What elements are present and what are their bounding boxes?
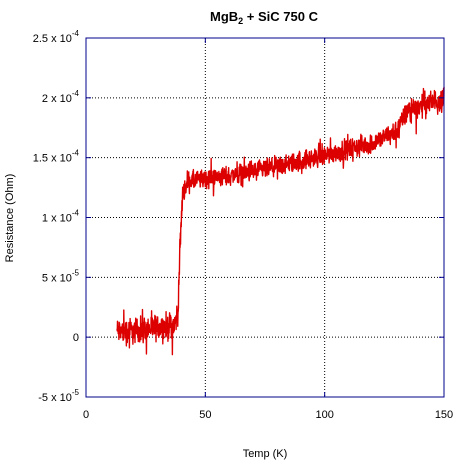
y-tick-label: 1 x 10-4 xyxy=(42,209,80,225)
x-tick-label: 100 xyxy=(315,409,333,421)
series-layer xyxy=(116,86,445,356)
resistance-series-line xyxy=(116,86,445,356)
y-tick-label: 2 x 10-4 xyxy=(42,89,80,105)
plot-area xyxy=(86,38,444,397)
chart-title: MgB2 + SiC 750 C xyxy=(210,9,319,26)
y-tick-label: 2.5 x 10-4 xyxy=(33,29,80,45)
y-tick-label: 5 x 10-5 xyxy=(42,268,80,284)
x-tick-label: 150 xyxy=(435,409,453,421)
y-tick-labels: 2.5 x 10-4 2 x 10-4 1.5 x 10-4 1 x 10-4 5 x … xyxy=(33,29,80,404)
chart-title-subscript: 2 xyxy=(238,16,243,26)
x-axis-label: Temp (K) xyxy=(243,448,288,460)
x-tick-labels: 0 50 100 150 xyxy=(83,409,453,421)
x-tick-label: 50 xyxy=(199,409,211,421)
chart-title-rest: + SiC 750 C xyxy=(243,9,318,24)
y-axis-label: Resistance (Ohm) xyxy=(4,174,16,263)
axis-ticks xyxy=(85,37,445,398)
y-tick-label: 1.5 x 10-4 xyxy=(33,149,80,165)
x-tick-label: 0 xyxy=(83,409,89,421)
y-tick-label: -5 x 10-5 xyxy=(38,388,79,404)
y-tick-label: 0 xyxy=(73,332,79,344)
